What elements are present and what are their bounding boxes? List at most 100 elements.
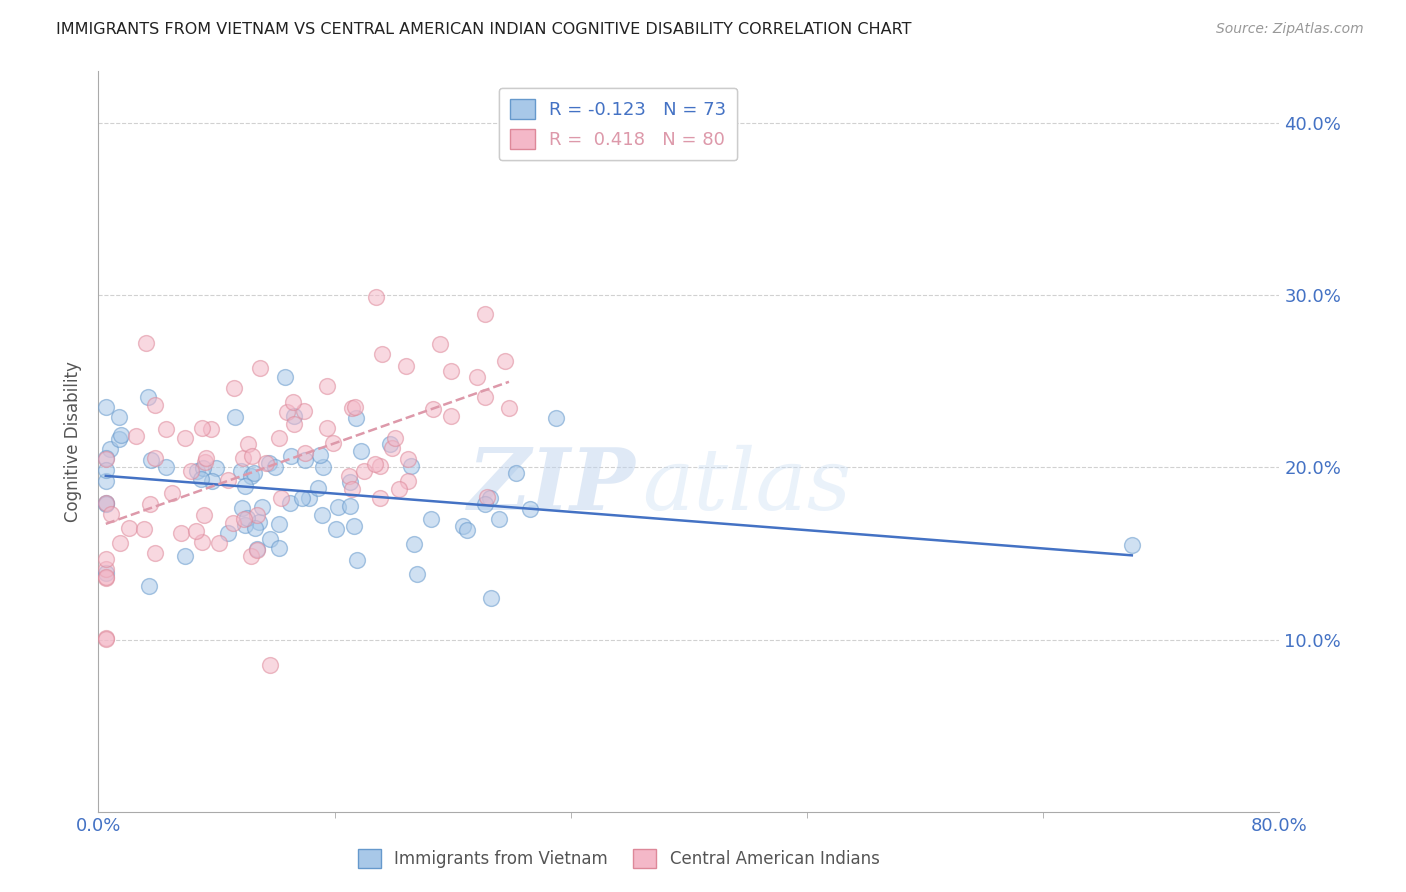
Central American Indians	[222, 381, 245, 395]
Central American Indians	[316, 378, 339, 392]
Immigrants from Vietnam	[94, 474, 117, 488]
Central American Indians	[388, 482, 411, 496]
Central American Indians	[132, 522, 155, 536]
Immigrants from Vietnam	[451, 519, 474, 533]
Central American Indians	[340, 401, 363, 415]
Immigrants from Vietnam	[139, 453, 162, 467]
Immigrants from Vietnam	[269, 517, 291, 532]
Immigrants from Vietnam	[231, 501, 253, 516]
Central American Indians	[246, 542, 269, 557]
Central American Indians	[208, 535, 231, 549]
Immigrants from Vietnam	[519, 502, 541, 516]
Central American Indians	[467, 369, 489, 384]
Immigrants from Vietnam	[190, 472, 212, 486]
Immigrants from Vietnam	[274, 370, 297, 384]
Immigrants from Vietnam	[339, 475, 361, 489]
Central American Indians	[422, 402, 444, 417]
Central American Indians	[353, 464, 375, 478]
Immigrants from Vietnam	[420, 512, 443, 526]
Central American Indians	[283, 417, 305, 431]
Central American Indians	[474, 307, 496, 321]
Central American Indians	[395, 359, 418, 373]
Central American Indians	[276, 405, 298, 419]
Central American Indians	[368, 491, 391, 505]
Central American Indians	[316, 421, 339, 435]
Immigrants from Vietnam	[201, 474, 224, 488]
Text: IMMIGRANTS FROM VIETNAM VS CENTRAL AMERICAN INDIAN COGNITIVE DISABILITY CORRELAT: IMMIGRANTS FROM VIETNAM VS CENTRAL AMERI…	[56, 22, 911, 37]
Central American Indians	[94, 632, 117, 646]
Central American Indians	[100, 507, 122, 521]
Central American Indians	[184, 524, 207, 538]
Immigrants from Vietnam	[257, 456, 280, 470]
Immigrants from Vietnam	[325, 522, 347, 536]
Central American Indians	[135, 335, 157, 350]
Immigrants from Vietnam	[233, 518, 256, 533]
Central American Indians	[440, 409, 463, 424]
Immigrants from Vietnam	[339, 500, 361, 514]
Central American Indians	[240, 449, 263, 463]
Central American Indians	[169, 526, 191, 541]
Immigrants from Vietnam	[342, 518, 364, 533]
Central American Indians	[249, 361, 271, 376]
Immigrants from Vietnam	[505, 466, 527, 480]
Central American Indians	[190, 421, 212, 435]
Immigrants from Vietnam	[250, 500, 273, 514]
Central American Indians	[94, 496, 117, 510]
Immigrants from Vietnam	[246, 541, 269, 556]
Central American Indians	[195, 450, 218, 465]
Central American Indians	[217, 473, 239, 487]
Immigrants from Vietnam	[233, 479, 256, 493]
Legend: R = -0.123   N = 73, R =  0.418   N = 80: R = -0.123 N = 73, R = 0.418 N = 80	[499, 87, 737, 161]
Immigrants from Vietnam	[94, 400, 117, 414]
Immigrants from Vietnam	[136, 391, 159, 405]
Immigrants from Vietnam	[94, 497, 117, 511]
Central American Indians	[94, 451, 117, 466]
Central American Indians	[139, 497, 162, 511]
Text: ZIP: ZIP	[468, 444, 636, 528]
Immigrants from Vietnam	[243, 466, 266, 480]
Text: Source: ZipAtlas.com: Source: ZipAtlas.com	[1216, 22, 1364, 37]
Central American Indians	[494, 354, 516, 368]
Central American Indians	[254, 456, 277, 470]
Immigrants from Vietnam	[311, 508, 333, 522]
Immigrants from Vietnam	[1121, 538, 1143, 552]
Central American Indians	[233, 512, 256, 526]
Immigrants from Vietnam	[249, 515, 271, 529]
Central American Indians	[94, 562, 117, 576]
Immigrants from Vietnam	[294, 452, 316, 467]
Immigrants from Vietnam	[297, 491, 319, 505]
Central American Indians	[294, 446, 316, 460]
Central American Indians	[143, 546, 166, 560]
Central American Indians	[270, 491, 292, 505]
Central American Indians	[94, 570, 117, 584]
Immigrants from Vietnam	[479, 491, 502, 506]
Immigrants from Vietnam	[224, 409, 246, 424]
Central American Indians	[117, 521, 139, 535]
Central American Indians	[162, 485, 184, 500]
Immigrants from Vietnam	[406, 566, 429, 581]
Central American Indians	[155, 422, 177, 436]
Central American Indians	[246, 508, 269, 523]
Immigrants from Vietnam	[404, 537, 426, 551]
Immigrants from Vietnam	[240, 468, 263, 483]
Central American Indians	[143, 450, 166, 465]
Immigrants from Vietnam	[344, 411, 367, 425]
Central American Indians	[364, 457, 387, 471]
Immigrants from Vietnam	[217, 526, 239, 541]
Central American Indians	[396, 474, 419, 488]
Immigrants from Vietnam	[307, 481, 329, 495]
Central American Indians	[222, 516, 245, 531]
Central American Indians	[190, 534, 212, 549]
Central American Indians	[193, 508, 215, 523]
Central American Indians	[94, 552, 117, 566]
Immigrants from Vietnam	[186, 464, 208, 478]
Immigrants from Vietnam	[259, 533, 281, 547]
Central American Indians	[368, 459, 391, 474]
Central American Indians	[366, 290, 388, 304]
Central American Indians	[267, 431, 290, 445]
Immigrants from Vietnam	[155, 460, 177, 475]
Immigrants from Vietnam	[283, 409, 305, 424]
Text: atlas: atlas	[641, 444, 851, 527]
Immigrants from Vietnam	[378, 437, 401, 451]
Immigrants from Vietnam	[243, 521, 266, 535]
